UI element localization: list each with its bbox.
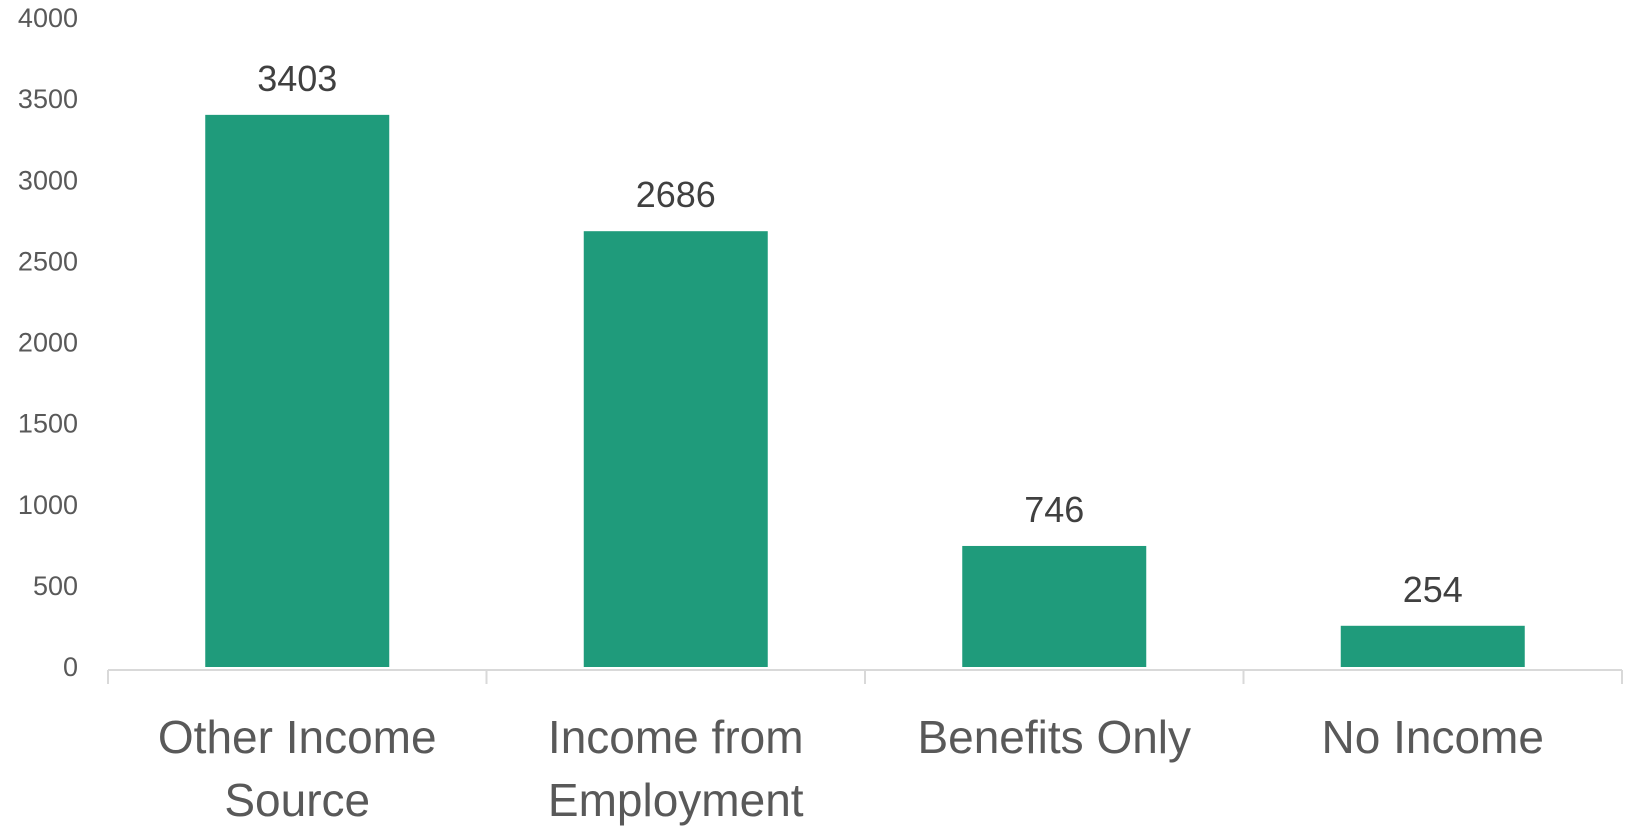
y-tick-label: 4000 [18, 3, 78, 33]
bars-group [205, 114, 1525, 667]
y-tick-label: 2500 [18, 246, 78, 276]
x-category-label-line: Benefits Only [917, 711, 1191, 763]
x-category-label: Income from Employment [548, 711, 804, 826]
x-category-label: Other Income Source [158, 711, 437, 826]
x-axis-category-labels: Other Income Source Income from Employment B… [158, 711, 1544, 826]
x-category-label-line: Income from [548, 711, 804, 763]
bar [962, 545, 1147, 667]
x-category-label-line: Source [224, 774, 370, 826]
data-label: 254 [1403, 569, 1463, 610]
bar [583, 231, 768, 667]
bar [1340, 625, 1525, 667]
data-label: 3403 [257, 58, 337, 99]
data-labels-group: 3403 2686 746 254 [257, 58, 1463, 610]
x-axis [107, 669, 1623, 684]
x-category-label: No Income [1322, 711, 1544, 763]
y-tick-label: 0 [63, 652, 78, 682]
y-tick-label: 500 [33, 571, 78, 601]
bar [205, 114, 390, 667]
data-label: 2686 [636, 174, 716, 215]
y-tick-label: 3500 [18, 84, 78, 114]
x-category-label-line: Employment [548, 774, 804, 826]
y-tick-label: 1000 [18, 490, 78, 520]
y-tick-label: 1500 [18, 409, 78, 439]
y-tick-label: 2000 [18, 328, 78, 358]
x-category-label-line: Other Income [158, 711, 437, 763]
x-category-label-line: No Income [1322, 711, 1544, 763]
data-label: 746 [1024, 489, 1084, 530]
y-axis-tick-labels: 0 500 1000 1500 2000 2500 3000 3500 4000 [18, 3, 78, 682]
x-category-label: Benefits Only [917, 711, 1191, 763]
y-tick-label: 3000 [18, 165, 78, 195]
